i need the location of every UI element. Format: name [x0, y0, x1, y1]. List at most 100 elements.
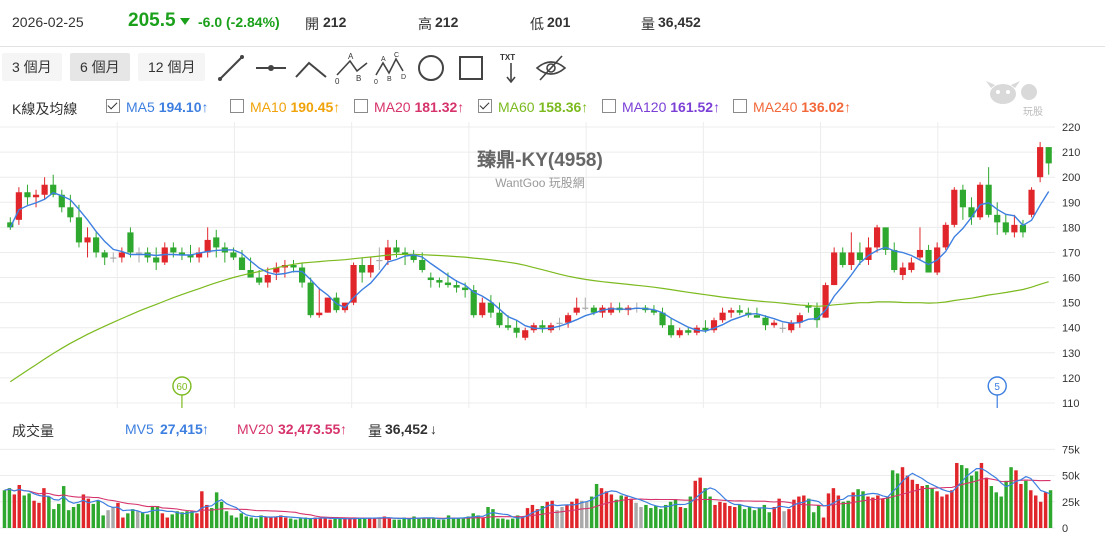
volume-bar — [698, 477, 702, 528]
volume-bar — [451, 518, 456, 528]
ma10-toggle[interactable]: MA10 190.45↑ — [230, 99, 340, 115]
volume-bar — [219, 501, 224, 528]
candle — [196, 247, 203, 263]
line-tool-icon[interactable] — [214, 51, 248, 85]
volume-bar — [802, 495, 806, 528]
circle-tool-icon[interactable] — [414, 51, 448, 85]
volume-chart[interactable]: 0 25k 50k 75k — [0, 438, 1105, 534]
volume-bar — [861, 491, 865, 528]
candle — [58, 189, 65, 213]
mv20-arrow: ↑ — [340, 421, 347, 437]
volume-bar — [254, 518, 258, 528]
abc-pattern-icon[interactable]: 0 A B — [334, 51, 368, 85]
volume-bar — [61, 486, 66, 528]
ma20-checkbox[interactable] — [354, 99, 368, 113]
ma60-toggle[interactable]: MA60 158.36↑ — [478, 99, 588, 115]
volume-bar — [52, 509, 56, 528]
segment-tool-icon[interactable] — [254, 51, 288, 85]
volume-bar — [930, 488, 934, 528]
candle — [968, 197, 975, 225]
candle — [298, 262, 306, 288]
mv5-label: MV5 — [125, 421, 154, 437]
volume-bar — [180, 512, 184, 528]
ma60-marker[interactable]: 60 — [172, 376, 192, 408]
ma10-label: MA10 — [250, 99, 287, 115]
volume-bar — [718, 501, 722, 528]
ma60-checkbox[interactable] — [478, 99, 492, 113]
price-tick-label: 170 — [1062, 247, 1080, 259]
volume-bar — [372, 518, 377, 528]
volume-bar — [279, 515, 283, 528]
ma120-checkbox[interactable] — [602, 99, 616, 113]
volume-bar — [313, 517, 318, 528]
ma5-checkbox[interactable] — [106, 99, 120, 113]
candle — [899, 262, 906, 281]
ma240-checkbox[interactable] — [733, 99, 747, 113]
volume-bar — [846, 500, 850, 528]
price-tick-label: 120 — [1062, 373, 1080, 385]
candle — [487, 295, 494, 318]
range-6m-button[interactable]: 6 個月 — [70, 53, 130, 81]
wantgoo-logo: 玩股網 — [986, 81, 1043, 118]
mv20-value: 32,473.55 — [278, 421, 341, 437]
ma20-toggle[interactable]: MA20 181.32↑ — [354, 99, 464, 115]
volume-bar — [535, 509, 540, 528]
vol-value: 36,452 — [385, 421, 428, 437]
volume-bar — [1014, 470, 1018, 528]
range-3m-button[interactable]: 3 個月 — [2, 53, 62, 81]
volume-bar — [185, 511, 189, 528]
range-12m-button[interactable]: 12 個月 — [138, 53, 206, 81]
candle — [719, 307, 726, 323]
volume-bar — [555, 510, 559, 528]
ma120-toggle[interactable]: MA120 161.52↑ — [602, 99, 720, 115]
ma10-checkbox[interactable] — [230, 99, 244, 113]
candle — [848, 232, 855, 271]
candle — [513, 320, 520, 338]
candle — [384, 239, 391, 265]
volume-bar — [150, 505, 155, 528]
volume-bar — [821, 517, 826, 528]
volume-bar — [693, 480, 697, 528]
volume-bar — [782, 511, 786, 528]
abcd-pattern-icon[interactable]: 0 A B C D — [374, 51, 408, 85]
candle — [831, 247, 838, 286]
candle — [565, 312, 572, 328]
high-value: 212 — [435, 14, 459, 30]
ma5-marker[interactable]: 5 — [987, 376, 1007, 408]
candle — [101, 249, 108, 265]
svg-text:B: B — [387, 76, 392, 83]
volume-bar — [471, 513, 475, 528]
hide-eye-icon[interactable] — [534, 51, 568, 85]
rectangle-tool-icon[interactable] — [454, 51, 488, 85]
quote-date: 2026-02-25 — [12, 14, 84, 30]
price-tick-label: 220 — [1062, 122, 1080, 134]
volume-bar — [165, 517, 170, 528]
volume-bar — [7, 488, 12, 528]
volume-bar — [209, 508, 214, 528]
volume-bar — [836, 495, 841, 528]
mv5-arrow: ↑ — [202, 421, 209, 437]
volume-bar — [239, 513, 244, 528]
volume-bar — [703, 488, 707, 528]
volume-bar — [436, 519, 441, 528]
price-chart[interactable]: 臻鼎-KY(4958) WantGoo 玩股網 60 5 110 120 130 140… — [0, 120, 1105, 410]
ma60-label: MA60 — [498, 99, 535, 115]
volume-bar — [71, 507, 76, 528]
volume-bar — [737, 504, 742, 528]
svg-text:C: C — [394, 52, 399, 59]
volume-bar — [757, 508, 762, 528]
volume-bar — [767, 512, 772, 528]
candle — [891, 242, 898, 273]
candle — [1037, 142, 1044, 183]
down-arrow-icon — [180, 18, 190, 25]
volume-bar — [984, 477, 989, 528]
volume-bar — [190, 511, 194, 528]
volume-bar — [530, 504, 535, 528]
volume-bar — [456, 517, 461, 528]
volume-bar — [733, 507, 737, 528]
text-tool-icon[interactable]: TXT — [494, 51, 528, 85]
ma5-toggle[interactable]: MA5 194.10↑ — [106, 99, 209, 115]
ma240-toggle[interactable]: MA240 136.02↑ — [733, 99, 851, 115]
polyline-tool-icon[interactable] — [294, 51, 328, 85]
volume-bar — [890, 470, 895, 528]
